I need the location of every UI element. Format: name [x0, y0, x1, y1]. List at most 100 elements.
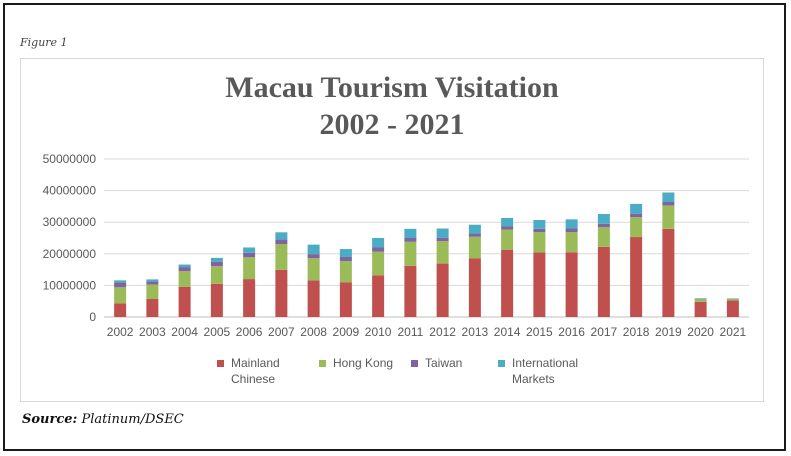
- x-tick-label: 2006: [236, 325, 263, 339]
- bar-segment-international-markets: [114, 280, 127, 283]
- bar-segment-hong-kong: [694, 299, 707, 302]
- bar-segment-international-markets: [662, 192, 675, 202]
- bar-segment-international-markets: [210, 257, 223, 262]
- legend-item: Hong Kong: [319, 355, 393, 371]
- x-tick-label: 2010: [365, 325, 392, 339]
- legend-swatch: [498, 360, 505, 367]
- legend-swatch: [411, 360, 418, 367]
- bar-segment-hong-kong: [275, 244, 288, 270]
- bar-segment-international-markets: [436, 228, 449, 238]
- bar-segment-international-markets: [533, 219, 546, 229]
- bar-segment-taiwan: [339, 256, 352, 262]
- x-tick-label: 2002: [107, 325, 134, 339]
- bar-segment-hong-kong: [597, 227, 610, 247]
- bar-segment-mainland-chinese: [243, 279, 256, 317]
- legend-label: Mainland Chinese: [231, 356, 280, 386]
- bar-segment-taiwan: [468, 233, 481, 237]
- chart-legend: Mainland Chinese Hong Kong Taiwan Internatio…: [21, 355, 763, 395]
- y-tick-label: 0: [89, 310, 96, 324]
- legend-swatch: [217, 360, 224, 367]
- y-tick-label: 50000000: [43, 152, 97, 166]
- bar-segment-international-markets: [404, 228, 417, 238]
- bar-segment-mainland-chinese: [404, 265, 417, 317]
- bar-segment-taiwan: [501, 226, 514, 230]
- x-tick-label: 2013: [462, 325, 489, 339]
- bar-segment-taiwan: [178, 267, 191, 272]
- bar-segment-mainland-chinese: [726, 300, 739, 317]
- bar-segment-hong-kong: [404, 241, 417, 266]
- y-tick-label: 40000000: [43, 184, 97, 198]
- bar-segment-mainland-chinese: [630, 237, 643, 317]
- x-tick-label: 2021: [720, 325, 747, 339]
- source-text: Platinum/DSEC: [81, 412, 184, 427]
- bar-segment-taiwan: [533, 228, 546, 232]
- legend-item: Taiwan: [411, 355, 462, 371]
- source-label: Source:: [22, 412, 78, 427]
- bar-segment-hong-kong: [372, 251, 385, 276]
- bar-segment-taiwan: [114, 282, 127, 288]
- bar-segment-mainland-chinese: [339, 282, 352, 317]
- x-tick-label: 2003: [139, 325, 166, 339]
- bar-segment-hong-kong: [501, 229, 514, 250]
- bar-segment-international-markets: [630, 203, 643, 214]
- bar-segment-international-markets: [178, 264, 191, 268]
- chart-title-line1: Macau Tourism Visitation: [225, 71, 559, 104]
- bar-segment-hong-kong: [146, 284, 159, 299]
- bar-segment-taiwan: [210, 261, 223, 267]
- bar-segment-international-markets: [468, 224, 481, 234]
- bar-segment-hong-kong: [468, 236, 481, 259]
- x-tick-label: 2014: [494, 325, 521, 339]
- x-tick-label: 2012: [429, 325, 456, 339]
- y-tick-label: 20000000: [43, 247, 97, 261]
- chart-container: Macau Tourism Visitation 2002 - 2021 0 10…: [20, 58, 764, 402]
- bar-segment-international-markets: [372, 238, 385, 248]
- bar-segment-international-markets: [597, 213, 610, 224]
- x-tick-label: 2015: [526, 325, 553, 339]
- bar-segment-mainland-chinese: [114, 303, 127, 317]
- y-tick-label: 10000000: [43, 278, 97, 292]
- legend-item: International Markets: [498, 355, 578, 387]
- bar-segment-hong-kong: [436, 241, 449, 264]
- bar-segment-mainland-chinese: [468, 258, 481, 317]
- x-tick-label: 2011: [397, 325, 423, 339]
- legend-label: International Markets: [512, 356, 579, 386]
- bar-segment-mainland-chinese: [146, 298, 159, 317]
- bar-segment-mainland-chinese: [501, 249, 514, 317]
- x-tick-label: 2007: [268, 325, 295, 339]
- bar-segment-hong-kong: [114, 287, 127, 304]
- bar-segment-hong-kong: [630, 217, 643, 238]
- bar-segment-taiwan: [404, 238, 417, 242]
- bar-segment-hong-kong: [210, 266, 223, 284]
- chart-plot: 0 10000000 20000000 30000000 40000000 5000000…: [43, 152, 749, 339]
- legend-item: Mainland Chinese: [217, 355, 280, 387]
- bar-segment-international-markets: [694, 298, 707, 299]
- y-tick-label: 30000000: [43, 215, 97, 229]
- bar-segment-hong-kong: [726, 298, 739, 301]
- bar-segment-taiwan: [243, 252, 256, 258]
- bar-segment-international-markets: [243, 247, 256, 253]
- bar-segment-hong-kong: [243, 257, 256, 280]
- legend-label: Hong Kong: [333, 356, 394, 370]
- bar-segment-hong-kong: [565, 231, 578, 253]
- chart-title-line2: 2002 - 2021: [319, 108, 465, 141]
- bar-segment-hong-kong: [307, 258, 320, 281]
- bar-segment-mainland-chinese: [662, 228, 675, 317]
- bar-segment-mainland-chinese: [565, 252, 578, 317]
- bar-segment-hong-kong: [339, 261, 352, 283]
- x-tick-label: 2020: [687, 325, 714, 339]
- bar-segment-mainland-chinese: [275, 269, 288, 317]
- bar-segment-taiwan: [597, 223, 610, 228]
- bar-segment-taiwan: [565, 228, 578, 232]
- bar-segment-hong-kong: [178, 271, 191, 287]
- bar-segment-taiwan: [146, 281, 159, 285]
- bar-segment-international-markets: [339, 249, 352, 257]
- bar-segment-mainland-chinese: [178, 286, 191, 317]
- source-note: Source: Platinum/DSEC: [22, 412, 184, 427]
- bar-segment-taiwan: [275, 239, 288, 245]
- bar-segment-hong-kong: [533, 231, 546, 253]
- bar-segment-taiwan: [372, 247, 385, 252]
- bar-segment-mainland-chinese: [307, 280, 320, 317]
- bar-segment-international-markets: [501, 217, 514, 227]
- bar-segment-taiwan: [307, 254, 320, 259]
- x-tick-label: 2004: [171, 325, 198, 339]
